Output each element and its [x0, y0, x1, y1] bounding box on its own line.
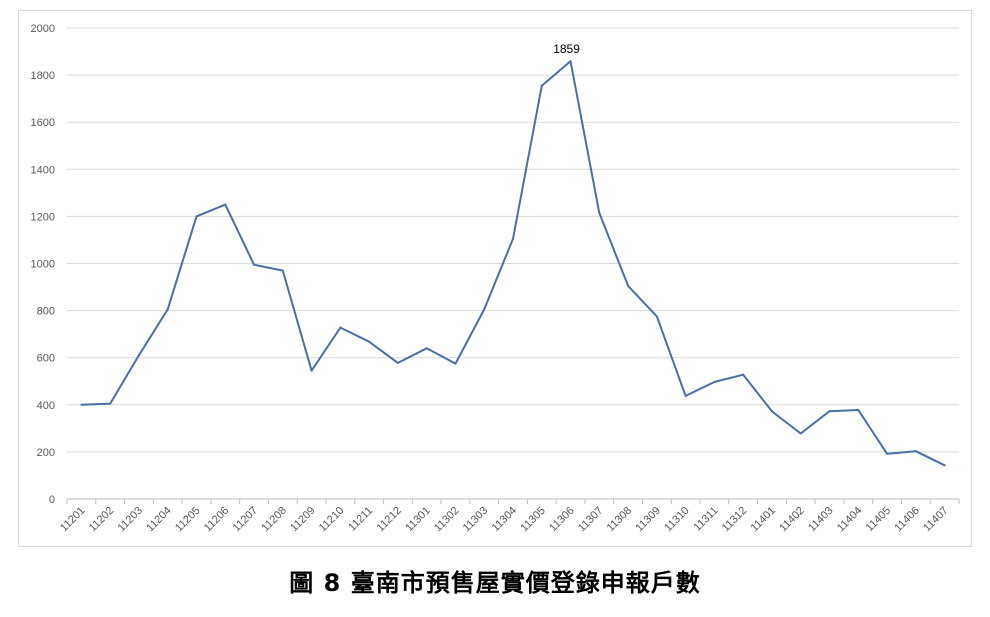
x-tick-label: 11302: [432, 505, 462, 535]
y-axis-tick-labels: 0 200 400 600 800 1000 1200 1400 1600 1800 2000: [31, 23, 55, 506]
x-tick-label: 11211: [346, 505, 375, 534]
data-point: [713, 380, 716, 383]
data-point: [799, 432, 802, 435]
x-tick-label: 11405: [864, 505, 894, 535]
data-point: [770, 410, 773, 413]
x-tick-label: 11309: [633, 505, 663, 535]
x-tick-label: 11202: [87, 505, 117, 535]
x-tick-label: 11204: [144, 505, 174, 535]
data-point: [627, 284, 630, 287]
x-tick-label: 11303: [461, 505, 491, 535]
y-tick-label: 1200: [31, 211, 55, 223]
x-tick-label: 11203: [116, 505, 146, 535]
data-point: [396, 361, 399, 364]
data-point: [339, 326, 342, 329]
data-point: [137, 354, 140, 357]
y-tick-label: 400: [37, 400, 55, 412]
y-tick-label: 800: [37, 306, 55, 318]
data-point: [684, 394, 687, 397]
data-point: [368, 340, 371, 343]
x-tick-label: 11304: [490, 505, 520, 535]
y-tick-label: 600: [37, 353, 55, 365]
gridlines: [67, 27, 959, 500]
x-tick-label: 11403: [806, 505, 836, 535]
data-point: [253, 263, 256, 266]
x-tick-label: 11312: [720, 505, 750, 535]
x-tick-label: 11206: [202, 505, 232, 535]
x-tick-label: 11311: [692, 505, 721, 534]
line-chart: 0 200 400 600 800 1000 1200 1400 1600 1800 2000 11…: [31, 23, 960, 535]
y-tick-label: 2000: [31, 23, 55, 35]
y-tick-label: 200: [37, 447, 55, 459]
data-point: [425, 347, 428, 350]
data-point: [281, 269, 284, 272]
x-tick-label: 11310: [662, 505, 692, 535]
data-point: [857, 408, 860, 411]
data-point: [166, 308, 169, 311]
data-point: [828, 410, 831, 413]
data-point: [886, 452, 889, 455]
data-point: [109, 402, 112, 405]
x-tick-label: 11201: [58, 505, 88, 535]
y-tick-label: 1400: [31, 164, 55, 176]
data-point: [512, 237, 514, 240]
data-point: [914, 450, 917, 453]
data-point: [483, 308, 486, 311]
x-tick-label: 11401: [749, 505, 779, 535]
x-tick-label: 11404: [835, 505, 865, 535]
data-point: [598, 211, 601, 214]
x-tick-label: 11301: [403, 505, 433, 535]
x-tick-label: 11207: [231, 505, 261, 535]
data-point: [454, 362, 457, 365]
series: [80, 60, 946, 467]
data-point: [195, 215, 198, 218]
data-point: [943, 464, 946, 467]
x-tick-label: 11210: [317, 505, 347, 535]
x-tick-label: 11209: [288, 505, 318, 535]
x-tick-label: 11208: [259, 505, 289, 535]
x-tick-label: 11406: [892, 505, 922, 535]
x-axis-tick-labels: 11201 11202 11203 11204 11205 11206 11207 11208…: [58, 499, 960, 535]
data-point: [540, 84, 543, 87]
y-tick-label: 1800: [31, 70, 55, 82]
data-point: [569, 60, 572, 63]
data-point: [224, 203, 227, 206]
data-labels: 1859: [553, 42, 580, 56]
x-tick-label: 11205: [173, 505, 203, 535]
x-tick-label: 11307: [576, 505, 606, 535]
x-tick-label: 11308: [605, 505, 635, 535]
data-point: [80, 403, 83, 406]
x-tick-label: 11305: [518, 505, 548, 535]
y-tick-label: 0: [49, 494, 55, 506]
x-tick-label: 11306: [547, 505, 577, 535]
chart-area: 0 200 400 600 800 1000 1200 1400 1600 1800 2000 11…: [18, 10, 972, 547]
figure-caption: 圖 8 臺南市預售屋實價登錄申報戶數: [289, 569, 701, 597]
x-tick-label: 11402: [777, 505, 807, 535]
data-point: [655, 315, 658, 318]
x-tick-label: 11212: [374, 505, 404, 535]
y-tick-label: 1600: [31, 117, 55, 129]
data-point: [310, 369, 313, 372]
x-tick-label: 11407: [921, 505, 951, 535]
data-label: 1859: [553, 42, 580, 56]
data-point: [742, 373, 745, 376]
y-tick-label: 1000: [31, 259, 55, 271]
